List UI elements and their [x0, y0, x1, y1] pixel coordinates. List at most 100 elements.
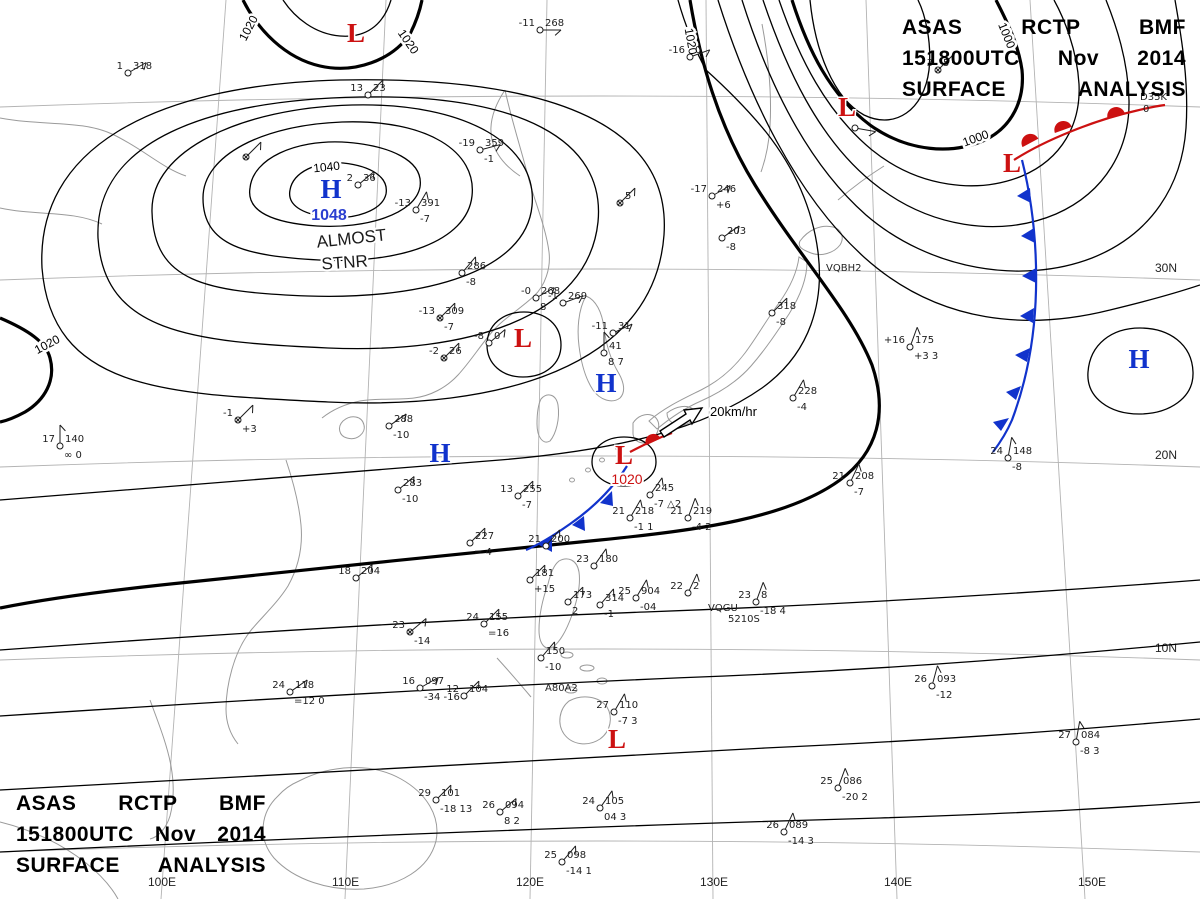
- station-plot: 23 -14: [392, 618, 430, 647]
- station-circle-symbol: [514, 492, 522, 500]
- isobar-1032: [151, 104, 533, 298]
- wind-barb-feather: [412, 476, 415, 485]
- wind-barb-shaft: [838, 768, 846, 786]
- station-aux: 8 2: [504, 816, 520, 827]
- wind-barb-feather: [868, 131, 876, 137]
- meridian-line: [160, 0, 227, 899]
- coastline-bohai: [490, 89, 521, 177]
- visayas-island: [579, 664, 595, 672]
- coastline-luzon: [538, 558, 580, 649]
- coastline-vietnam: [225, 459, 302, 745]
- station-pressure: 110: [619, 700, 638, 711]
- pressure-center-low: L: [615, 440, 633, 470]
- pressure-center-high: H: [595, 368, 616, 398]
- station-plot: 227= 4: [466, 527, 494, 558]
- station-pressure: 318: [777, 301, 796, 312]
- wind-barb-shaft: [932, 665, 938, 684]
- station-circle-symbol: [542, 542, 550, 550]
- station-aux: -8: [776, 317, 786, 328]
- station-aux: = 4: [474, 547, 492, 558]
- wind-barb-shaft: [239, 404, 254, 419]
- wind-barb-shaft: [939, 54, 954, 69]
- station-pressure: 203: [727, 226, 746, 237]
- station-plot: 22 2: [670, 573, 700, 597]
- parallel-line: [0, 268, 1200, 281]
- station-circle-symbol: [364, 91, 372, 99]
- station-circle-symbol: [352, 574, 360, 582]
- station-aux: -14 1: [566, 866, 592, 877]
- station-circle-symbol: [686, 53, 694, 61]
- station-circle-symbol: [385, 422, 393, 430]
- ship-callsign-label: A80A2: [545, 683, 578, 694]
- wind-barb-shaft: [621, 187, 636, 202]
- ship-callsign-label: 5210S: [728, 614, 760, 625]
- station-temperature: -13: [395, 198, 411, 209]
- longitude-label: 120E: [516, 875, 544, 889]
- station-circle-symbol: [394, 486, 402, 494]
- wind-barb-feather: [694, 498, 699, 506]
- wind-barb-feather: [435, 677, 439, 686]
- cold-front-east: [992, 159, 1038, 453]
- station-circle-symbol: [496, 808, 504, 816]
- isobar-1024: [41, 79, 665, 404]
- station-temperature: 25: [544, 850, 557, 861]
- station-cross-symbol: [617, 200, 623, 206]
- station-temperature: 26: [914, 674, 927, 685]
- wind-barb-shaft: [359, 171, 375, 184]
- station-pressure: 314: [605, 593, 624, 604]
- station-plot: -17 246 +6: [691, 184, 736, 211]
- station-circle-symbol: [708, 192, 716, 200]
- station-temperature: -19: [459, 138, 475, 149]
- station-plot: -13 309 -7: [419, 302, 464, 333]
- wind-barb-shaft: [601, 790, 613, 806]
- station-temperature: 2: [347, 173, 353, 184]
- station-circle-symbol: [626, 514, 634, 522]
- wind-barb-feather: [936, 665, 942, 674]
- isobar-1024-east: [0, 0, 821, 501]
- parallel-line: [0, 95, 1200, 108]
- wind-barb-shaft: [399, 476, 415, 489]
- station-aux: =16: [488, 628, 509, 639]
- station-pressure: 104: [469, 684, 488, 695]
- wind-barb-shaft: [724, 225, 740, 237]
- station-aux: -1: [604, 609, 614, 620]
- ryukyu-island: [569, 477, 575, 483]
- ship-callsign-label: VQGU: [708, 603, 738, 614]
- station-plot: 26 093 -12: [914, 665, 956, 701]
- station-pressure: 200: [551, 534, 570, 545]
- isobar-south-4: [0, 801, 1200, 853]
- pressure-center-high: H: [1128, 344, 1149, 374]
- wind-barb-shaft: [756, 582, 764, 600]
- station-circle-symbol: [768, 309, 776, 317]
- annotation-1048: 1048: [311, 207, 347, 224]
- station-circle-symbol: [718, 234, 726, 242]
- isobar-low-japan: [591, 436, 657, 487]
- station-aux: -10: [393, 430, 409, 441]
- station-pressure: 5: [625, 191, 631, 202]
- station-pressure: 246: [717, 184, 736, 195]
- wind-barb-shaft: [784, 812, 794, 830]
- station-cross-symbol: [407, 629, 413, 635]
- station-pressure: 8: [761, 590, 767, 601]
- coastline-sakhalin: [760, 23, 772, 173]
- station-pressure: 31: [618, 321, 631, 332]
- wind-barb-feather: [624, 693, 627, 702]
- wind-barb-feather: [514, 798, 517, 807]
- station-circle-symbol: [684, 589, 692, 597]
- wind-barb-shaft: [569, 586, 584, 601]
- station-plot: 2 36: [347, 171, 376, 189]
- coastline-palawan: [496, 657, 532, 698]
- station-aux: -7: [854, 487, 864, 498]
- station-temperature: 23: [576, 554, 589, 565]
- station-plot: 150-10: [537, 641, 565, 673]
- station-cross-symbol: [437, 315, 443, 321]
- wind-barb-feather: [603, 331, 610, 339]
- station-plot: 29 101 -18 13: [418, 784, 472, 815]
- station-temperature: -17: [691, 184, 707, 195]
- station-aux: -1: [484, 154, 494, 165]
- isobar-1020-west: [0, 316, 54, 424]
- station-cross-symbol: [441, 355, 447, 361]
- station-temperature: 24: [582, 796, 595, 807]
- wind-barb-shaft: [547, 529, 560, 545]
